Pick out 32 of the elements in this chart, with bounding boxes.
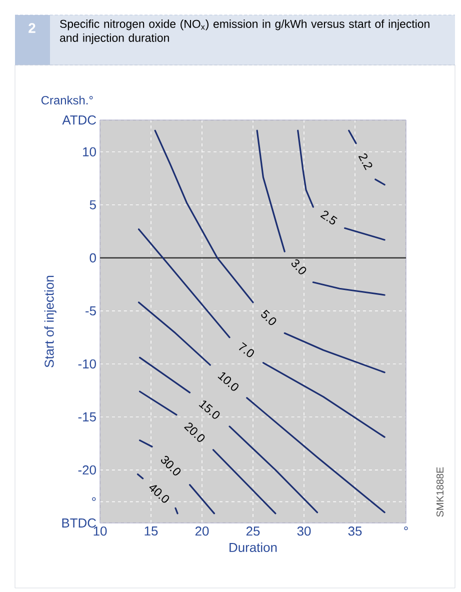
y-tick-label: °	[92, 497, 96, 501]
text: 20.0	[184, 422, 205, 442]
x-tick-label: 25	[246, 526, 260, 536]
text: 30.0	[161, 456, 181, 476]
y-tick-label: BTDC	[62, 518, 96, 528]
text: 7.0	[238, 342, 254, 358]
x-tick-label: 35	[348, 526, 362, 536]
x-axis-title: Duration	[230, 542, 277, 552]
text: 2.5	[320, 210, 338, 224]
text: 2.2	[358, 153, 372, 170]
text: 15.0	[198, 400, 220, 419]
y-tick-label: -5	[86, 306, 96, 316]
text: SMK1888E	[436, 467, 444, 517]
y-tick-label: ATDC	[62, 115, 96, 125]
text: 10.0	[218, 372, 238, 391]
text: Cranksh.°	[41, 96, 93, 104]
text: 5.0	[261, 310, 276, 326]
text: 40.0	[149, 485, 170, 503]
x-tick-label: 15	[144, 526, 158, 536]
y-tick-label: -10	[78, 359, 96, 368]
text: 3.0	[291, 259, 306, 274]
x-tick-label: 20	[195, 526, 209, 536]
text: 2	[28, 23, 36, 33]
x-tick-label: °	[404, 526, 408, 530]
y-tick-label: -15	[78, 412, 96, 422]
y-axis-title: Start of injection	[44, 276, 56, 368]
y-tick-label: 0	[90, 253, 96, 262]
y-tick-label: 5	[90, 200, 96, 210]
y-tick-label: -20	[78, 465, 96, 475]
y-tick-label: 10	[83, 147, 96, 156]
chart-title: Specific nitrogen oxide (NO$_{x}$) emission in g/kWh versus start of injection and injection duration	[60, 20, 430, 44]
x-tick-label: 30	[297, 526, 311, 536]
